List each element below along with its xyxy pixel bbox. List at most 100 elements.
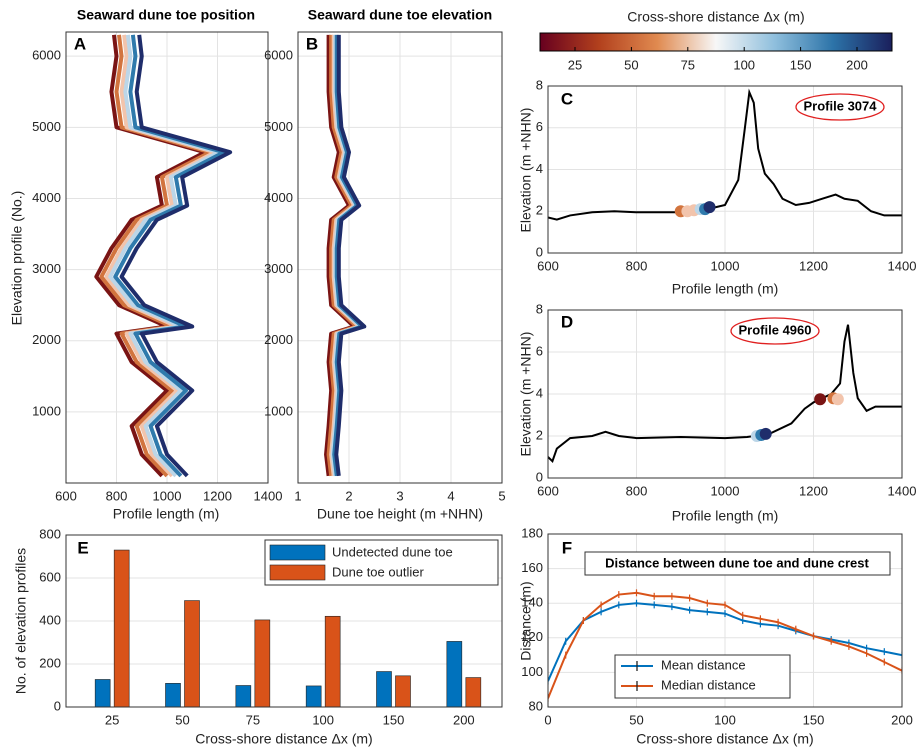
x-tick-label: 3 xyxy=(396,488,403,503)
y-tick-label: 600 xyxy=(39,569,61,584)
bar xyxy=(254,619,271,707)
legend-box xyxy=(614,654,791,699)
x-tick-label: 150 xyxy=(383,712,405,727)
bar xyxy=(184,600,200,707)
profile-band xyxy=(104,34,217,478)
y-axis-label: Elevation (m +NHN) xyxy=(518,108,534,233)
y-tick-label: 3000 xyxy=(32,261,61,276)
x-tick-label: 1400 xyxy=(254,488,283,503)
plot-area xyxy=(548,324,902,463)
profile-band xyxy=(113,34,226,478)
y-tick-label: 0 xyxy=(536,244,543,259)
y-axis-label: Elevation profile (No.) xyxy=(9,191,25,326)
y-tick-label: 4000 xyxy=(264,190,293,205)
elevation-profile xyxy=(548,88,902,221)
x-tick-label: 600 xyxy=(55,488,77,503)
profile-band xyxy=(332,34,365,477)
y-tick-label: 400 xyxy=(39,612,61,627)
x-tick-label: 200 xyxy=(891,712,913,727)
x-tick-label: 75 xyxy=(246,712,260,727)
y-tick-label: 800 xyxy=(39,526,61,541)
y-tick-label: 80 xyxy=(529,698,543,713)
colorbar-tick-label: 200 xyxy=(846,57,868,72)
axes-frame xyxy=(297,31,503,484)
axes-frame xyxy=(547,533,903,708)
panel-letter: D xyxy=(561,312,573,331)
axes-frame xyxy=(547,85,903,254)
x-tick-label: 1200 xyxy=(799,483,828,498)
x-tick-label: 800 xyxy=(106,488,128,503)
axes-frame xyxy=(65,31,269,484)
y-tick-label: 6000 xyxy=(32,48,61,63)
x-tick-label: 1000 xyxy=(153,488,182,503)
plot-area xyxy=(94,34,233,478)
y-tick-label: 2000 xyxy=(264,332,293,347)
colorbar-tick-label: 100 xyxy=(733,57,755,72)
x-tick-label: 5 xyxy=(498,488,505,503)
x-tick-label: 600 xyxy=(537,483,559,498)
x-axis-label: Cross-shore distance Δx (m) xyxy=(195,731,372,747)
y-tick-label: 2 xyxy=(536,427,543,442)
panel-letter: E xyxy=(77,538,88,557)
legend-label: Undetected dune toe xyxy=(332,544,453,559)
legend-label: Mean distance xyxy=(661,657,746,672)
dune-toe-marker xyxy=(831,393,844,406)
y-tick-label: 160 xyxy=(521,560,543,575)
y-tick-label: 8 xyxy=(536,77,543,92)
y-tick-label: 6 xyxy=(536,119,543,134)
x-axis-label: Profile length (m) xyxy=(113,506,220,522)
panel-title: Seaward dune toe elevation xyxy=(308,7,492,23)
bar xyxy=(395,675,411,707)
profile-band xyxy=(99,34,212,478)
y-tick-label: 5000 xyxy=(264,119,293,134)
plot-area xyxy=(548,589,902,702)
x-tick-label: 2 xyxy=(345,488,352,503)
panel-letter: B xyxy=(306,34,318,53)
profile-band xyxy=(324,34,357,477)
bar xyxy=(446,641,463,707)
annotation-ellipse xyxy=(730,317,820,345)
x-tick-label: 1200 xyxy=(203,488,232,503)
y-tick-label: 4 xyxy=(536,161,543,176)
x-tick-label: 800 xyxy=(626,258,648,273)
y-tick-label: 2000 xyxy=(32,332,61,347)
x-axis-label: Profile length (m) xyxy=(672,508,779,524)
bar xyxy=(235,685,252,707)
plot-area xyxy=(324,34,367,477)
plot-area xyxy=(548,88,902,221)
x-tick-label: 50 xyxy=(175,712,189,727)
legend-swatch xyxy=(269,564,326,581)
x-tick-label: 100 xyxy=(714,712,736,727)
legend-swatch xyxy=(269,544,326,561)
x-tick-label: 600 xyxy=(537,258,559,273)
dune-toe-marker xyxy=(759,427,772,440)
y-tick-label: 140 xyxy=(521,595,543,610)
y-tick-label: 1000 xyxy=(264,403,293,418)
annotation: Profile 3074 xyxy=(804,98,878,113)
x-tick-label: 0 xyxy=(544,712,551,727)
x-axis-label: Cross-shore distance Δx (m) xyxy=(636,731,813,747)
colorbar-tick-label: 150 xyxy=(790,57,812,72)
y-axis-label: Elevation (m +NHN) xyxy=(518,332,534,457)
axes-frame xyxy=(547,309,903,479)
panel-letter: A xyxy=(74,34,86,53)
x-tick-label: 150 xyxy=(803,712,825,727)
profile-band xyxy=(108,34,221,478)
panel-letter: F xyxy=(562,538,572,557)
x-tick-label: 50 xyxy=(629,712,643,727)
profile-band xyxy=(334,34,367,477)
y-tick-label: 4 xyxy=(536,385,543,400)
y-tick-label: 8 xyxy=(536,301,543,316)
legend-label: Dune toe outlier xyxy=(332,564,424,579)
colorbar-tick-label: 50 xyxy=(624,57,638,72)
profile-band xyxy=(326,34,359,477)
x-tick-label: 1400 xyxy=(888,258,917,273)
bar xyxy=(165,683,181,707)
y-axis-label: No. of elevation profiles xyxy=(13,548,29,694)
y-tick-label: 200 xyxy=(39,655,61,670)
bar xyxy=(376,671,392,707)
y-tick-label: 2 xyxy=(536,203,543,218)
x-tick-label: 4 xyxy=(447,488,454,503)
y-tick-label: 0 xyxy=(536,469,543,484)
